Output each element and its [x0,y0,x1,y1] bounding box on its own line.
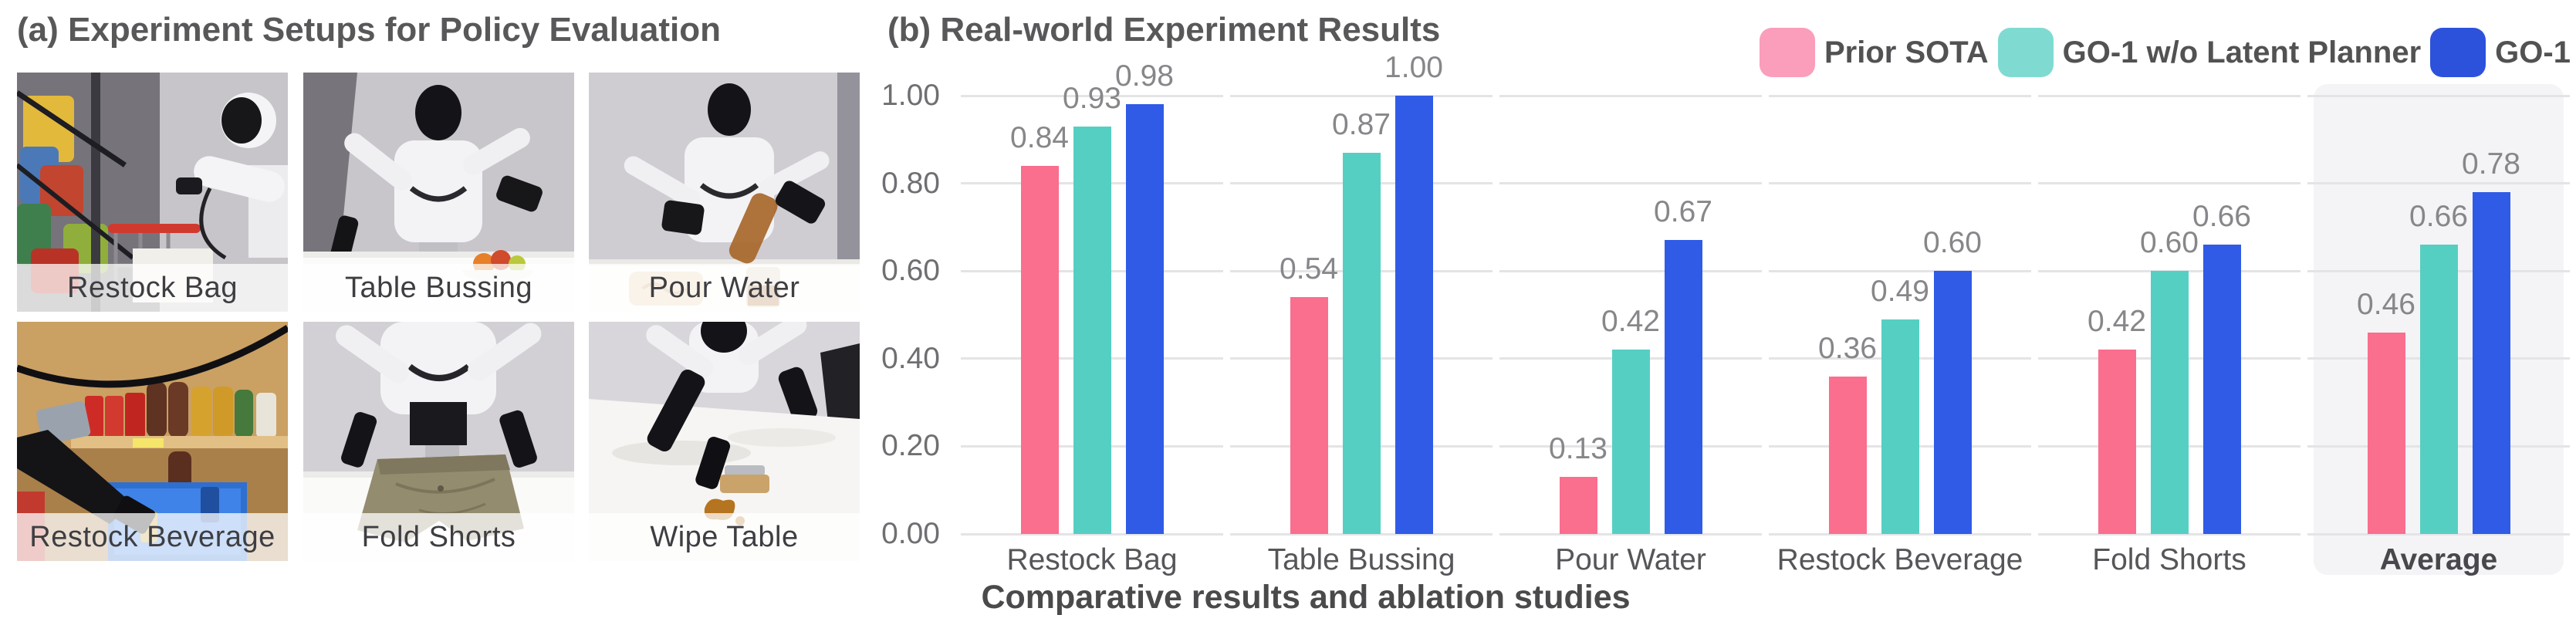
gridline [1769,182,2031,185]
x-category-label-table-bussing: Table Bussing [1267,543,1455,576]
bar-value-label-go-1-table-bussing: 1.00 [1384,51,1443,84]
legend-label-go-1-w-o-latent-planner: GO-1 w/o Latent Planner [2062,35,2422,69]
gridline [1230,532,1493,536]
x-category-label-fold-shorts: Fold Shorts [2092,543,2246,576]
bar-value-label-go-1-w-o-latent-planner-average: 0.66 [2409,200,2468,233]
gridline [1499,94,1762,97]
gridline [2038,532,2300,536]
setup-label-restock-beverage: Restock Beverage [17,513,288,561]
gridline [1230,94,1493,97]
gridline [1769,94,2031,97]
bar-value-label-prior-sota-fold-shorts: 0.42 [2088,305,2146,338]
bar-go-1-fold-shorts [2202,245,2241,534]
legend-item-go-1: GO-1 [2430,28,2571,77]
bar-go-1-w-o-latent-planner-average [2419,245,2458,534]
robot-arm-illustration [647,369,731,489]
x-category-label-pour-water: Pour Water [1555,543,1706,576]
setup-label-fold-shorts: Fold Shorts [303,513,574,561]
y-tick-label-0.40: 0.40 [881,341,940,375]
gridline [2307,94,2570,97]
bar-value-label-go-1-w-o-latent-planner-fold-shorts: 0.60 [2140,226,2199,259]
gridline [1499,182,1762,185]
setup-photo-restock-bag: Restock Bag [17,73,288,312]
bar-prior-sota-restock-beverage [1828,377,1867,534]
legend-item-prior-sota: Prior SOTA [1760,28,1989,77]
restock-bag-illustration [17,73,288,312]
bar-value-label-prior-sota-average: 0.46 [2357,288,2415,321]
panel-b-title: (b) Real-world Experiment Results [887,11,1441,49]
gridline [961,532,1223,536]
gridline [1769,269,2031,272]
x-category-label-restock-beverage: Restock Beverage [1776,543,2023,576]
bar-go-1-table-bussing [1394,96,1433,534]
legend-swatch-prior-sota [1760,28,1815,77]
x-category-label-restock-bag: Restock Bag [1006,543,1178,576]
gridline [961,94,1223,97]
bar-value-label-go-1-w-o-latent-planner-table-bussing: 0.87 [1332,108,1391,141]
bar-value-label-go-1-restock-bag: 0.98 [1115,59,1174,93]
bar-prior-sota-fold-shorts [2098,350,2136,534]
setup-label-pour-water: Pour Water [589,264,860,312]
bar-value-label-go-1-fold-shorts: 0.66 [2192,200,2251,233]
setup-photo-pour-water: Pour Water [589,73,860,312]
bar-go-1-w-o-latent-planner-restock-beverage [1881,319,1919,534]
bar-value-label-go-1-w-o-latent-planner-pour-water: 0.42 [1601,305,1660,338]
robot-arm-illustration [17,400,156,534]
robot-illustration [646,322,818,423]
bar-value-label-go-1-average: 0.78 [2462,147,2520,181]
x-category-label-average: Average [2379,543,2498,576]
setup-photo-wipe-table: Wipe Table [589,322,860,561]
setup-label-restock-bag: Restock Bag [17,264,288,312]
setup-photo-restock-beverage: Restock Beverage [17,322,288,561]
legend-label-go-1: GO-1 [2495,35,2571,69]
gridline [1499,532,1762,536]
y-tick-label-1.00: 1.00 [881,79,940,112]
legend-swatch-go-1 [2430,28,2486,77]
legend-item-go-1-w-o-latent-planner: GO-1 w/o Latent Planner [1997,28,2422,77]
gridline [2307,532,2570,536]
gridline [1499,269,1762,272]
bar-value-label-go-1-restock-beverage: 0.60 [1923,226,1982,259]
y-tick-label-0.60: 0.60 [881,254,940,288]
bar-value-label-prior-sota-restock-bag: 0.84 [1010,121,1069,154]
bar-prior-sota-table-bussing [1290,297,1328,534]
bar-go-1-w-o-latent-planner-pour-water [1611,350,1650,534]
bar-go-1-w-o-latent-planner-fold-shorts [2150,271,2189,534]
robot-illustration [176,93,288,260]
bar-value-label-go-1-pour-water: 0.67 [1654,195,1712,228]
panel-a-title: (a) Experiment Setups for Policy Evaluat… [17,11,721,49]
gridline [2038,94,2300,97]
legend-label-prior-sota: Prior SOTA [1824,35,1989,69]
bar-value-label-go-1-w-o-latent-planner-restock-bag: 0.93 [1063,82,1121,115]
setup-photo-fold-shorts: Fold Shorts [303,322,574,561]
figure-caption: Comparative results and ablation studies [981,579,1631,616]
chart-legend: Prior SOTA GO-1 w/o Latent Planner GO-1 [1760,28,2571,77]
gridline [1769,532,2031,536]
robot-illustration [336,322,542,492]
bar-value-label-prior-sota-table-bussing: 0.54 [1280,252,1338,286]
bar-go-1-restock-bag [1125,104,1164,534]
y-tick-label-0.20: 0.20 [881,429,940,463]
y-tick-label-0.00: 0.00 [881,517,940,550]
setup-label-table-bussing: Table Bussing [303,264,574,312]
bar-go-1-w-o-latent-planner-table-bussing [1342,153,1381,534]
y-tick-label-0.80: 0.80 [881,166,940,200]
setup-label-wipe-table: Wipe Table [589,513,860,561]
legend-swatch-go-1-w-o-latent-planner [1997,28,2054,77]
fold-shorts-illustration [303,322,574,561]
bar-value-label-prior-sota-pour-water: 0.13 [1549,432,1607,465]
bar-go-1-average [2472,192,2510,534]
gridline [2307,182,2570,185]
setup-photo-table-bussing: Table Bussing [303,73,574,312]
bar-go-1-w-o-latent-planner-restock-bag [1073,127,1111,534]
bar-value-label-go-1-w-o-latent-planner-restock-beverage: 0.49 [1871,275,1929,308]
bar-go-1-pour-water [1664,240,1702,534]
gridline [2038,182,2300,185]
bar-go-1-restock-beverage [1933,271,1972,534]
bar-value-label-prior-sota-restock-beverage: 0.36 [1818,332,1877,365]
bar-prior-sota-average [2367,333,2405,534]
bar-prior-sota-pour-water [1559,477,1597,534]
bar-prior-sota-restock-bag [1020,166,1059,534]
